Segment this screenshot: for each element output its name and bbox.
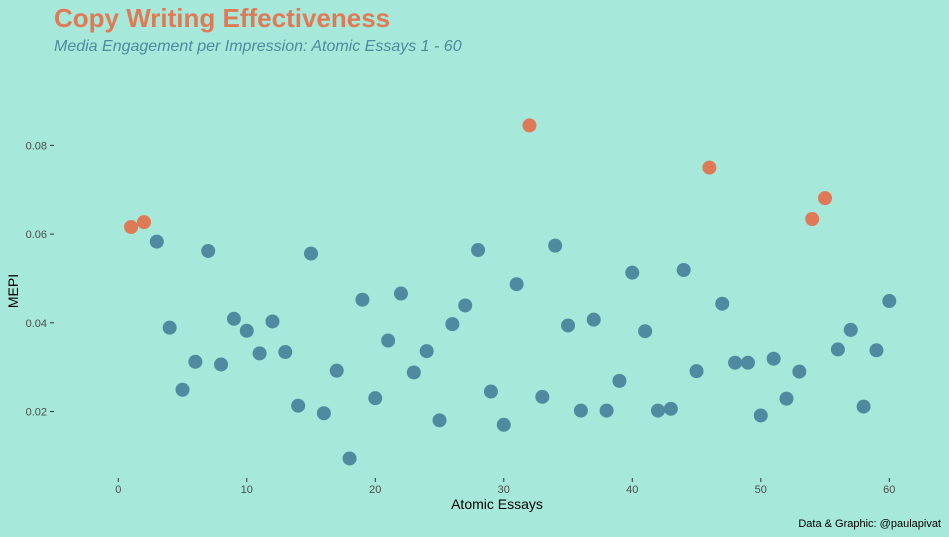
data-point <box>638 324 653 339</box>
data-point <box>304 246 319 261</box>
chart-title: Copy Writing Effectiveness <box>54 3 390 33</box>
highlighted-data-point <box>818 191 833 206</box>
data-point <box>792 364 807 379</box>
highlighted-data-point <box>702 160 717 175</box>
data-point <box>740 355 755 370</box>
data-point <box>201 243 216 258</box>
data-point <box>843 322 858 337</box>
data-point <box>406 365 421 380</box>
y-tick-label: 0.06 <box>26 229 47 241</box>
data-point <box>316 406 331 421</box>
data-point <box>612 373 627 388</box>
data-point <box>226 311 241 326</box>
data-point <box>650 403 665 418</box>
highlighted-data-point <box>522 118 537 133</box>
data-point <box>329 363 344 378</box>
data-point <box>882 294 897 309</box>
data-point <box>381 333 396 348</box>
data-point <box>496 417 511 432</box>
y-axis: 0.02 0.04 0.06 0.08 <box>26 140 54 418</box>
data-point <box>573 403 588 418</box>
y-axis-title: MEPI <box>5 274 21 308</box>
data-point <box>561 318 576 333</box>
data-point <box>432 413 447 428</box>
data-point <box>419 344 434 359</box>
x-tick-label: 40 <box>626 484 638 496</box>
data-point <box>689 364 704 379</box>
y-tick-label: 0.02 <box>26 406 47 418</box>
data-point <box>471 243 486 258</box>
data-point <box>599 403 614 418</box>
data-point <box>728 355 743 370</box>
y-tick-label: 0.08 <box>26 140 47 152</box>
y-tick-label: 0.04 <box>26 318 47 330</box>
data-point <box>214 357 229 372</box>
data-point <box>715 296 730 311</box>
data-point <box>753 408 768 423</box>
data-point <box>586 312 601 327</box>
data-point <box>779 391 794 406</box>
highlighted-data-point <box>805 212 820 227</box>
chart-subtitle: Media Engagement per Impression: Atomic … <box>54 38 462 55</box>
x-tick-label: 60 <box>883 484 895 496</box>
data-point <box>252 346 267 361</box>
data-point <box>445 317 460 332</box>
chart-caption: Data & Graphic: @paulapivat <box>798 518 941 530</box>
data-point <box>548 238 563 253</box>
data-points <box>124 118 897 466</box>
data-point <box>239 323 254 338</box>
data-point <box>355 292 370 307</box>
x-axis-title: Atomic Essays <box>451 496 543 512</box>
data-point <box>278 345 293 360</box>
data-point <box>856 399 871 414</box>
data-point <box>458 298 473 313</box>
data-point <box>175 382 190 397</box>
x-axis: 0 10 20 30 40 50 60 <box>115 478 895 496</box>
data-point <box>830 342 845 357</box>
data-point <box>625 265 640 280</box>
data-point <box>535 389 550 404</box>
x-tick-label: 20 <box>369 484 381 496</box>
x-tick-label: 30 <box>498 484 510 496</box>
highlighted-data-point <box>124 219 139 234</box>
data-point <box>291 398 306 413</box>
data-point <box>663 401 678 416</box>
data-point <box>368 391 383 406</box>
data-point <box>393 286 408 301</box>
x-tick-label: 0 <box>115 484 121 496</box>
data-point <box>869 343 884 358</box>
x-tick-label: 10 <box>241 484 253 496</box>
data-point <box>766 351 781 366</box>
data-point <box>342 451 357 466</box>
highlighted-data-point <box>136 215 151 230</box>
data-point <box>149 234 164 249</box>
data-point <box>188 354 203 369</box>
x-tick-label: 50 <box>755 484 767 496</box>
data-point <box>162 320 177 335</box>
data-point <box>676 263 691 278</box>
data-point <box>509 277 524 292</box>
data-point <box>265 314 280 329</box>
data-point <box>483 384 498 399</box>
